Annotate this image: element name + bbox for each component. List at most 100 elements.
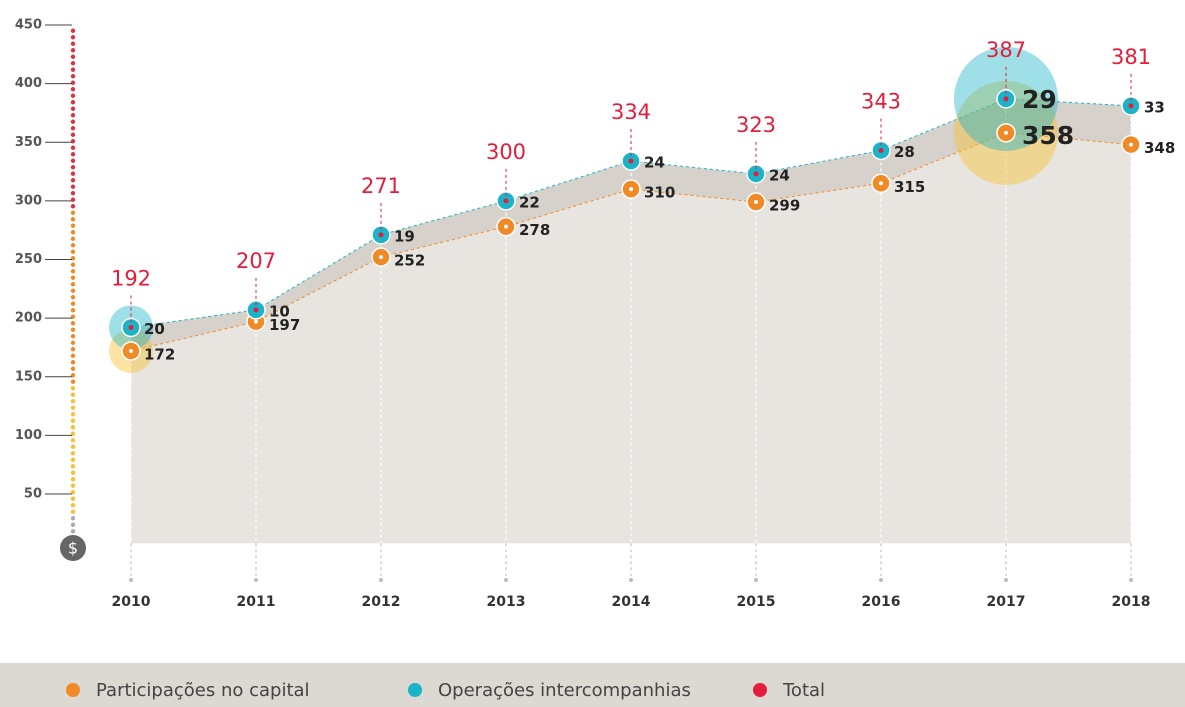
currency-symbol: $ — [68, 539, 78, 558]
axis-dot — [70, 366, 76, 371]
axis-dot — [70, 165, 76, 170]
value-label: 172 — [144, 345, 175, 363]
axis-dot — [70, 418, 76, 423]
band — [131, 98, 1131, 351]
guide-dot — [129, 578, 133, 582]
value-label: 278 — [519, 221, 550, 239]
axis-dot — [70, 340, 76, 345]
x-tick-label: 2010 — [112, 594, 151, 610]
axis-dot — [70, 80, 76, 85]
total-label: 207 — [236, 249, 276, 273]
axis-dot — [70, 301, 76, 306]
axis-dot — [70, 477, 76, 482]
dot-center — [379, 255, 383, 260]
value-label: 24 — [769, 166, 790, 184]
axis-dot — [70, 405, 76, 410]
axis-dot — [70, 35, 76, 40]
y-tick-label: 450 — [15, 18, 42, 33]
y-tick-label: 350 — [15, 135, 42, 150]
axis-dot — [70, 509, 76, 514]
dot-center — [504, 224, 508, 229]
axis-dot — [70, 386, 76, 391]
axis-dot — [70, 106, 76, 111]
y-tick-label: 100 — [15, 428, 42, 443]
x-tick-label: 2014 — [612, 594, 651, 610]
axis-dot — [70, 327, 76, 332]
legend-dot — [66, 683, 80, 697]
axis-dot — [70, 132, 76, 137]
total-dot — [128, 325, 134, 331]
axis-dot — [70, 236, 76, 241]
axis-dot — [70, 360, 76, 365]
currency-icon — [60, 535, 86, 561]
axis-dot — [70, 464, 76, 469]
axis-dot — [70, 490, 76, 495]
total-label: 387 — [986, 38, 1026, 62]
guide-dot — [379, 578, 383, 582]
value-label: 22 — [519, 193, 540, 211]
guide-dot — [1004, 578, 1008, 582]
x-tick-label: 2017 — [987, 594, 1026, 610]
axis-dot — [70, 100, 76, 105]
dot-center — [1129, 142, 1133, 147]
axis-dot — [70, 275, 76, 280]
total-dot — [1128, 103, 1134, 109]
axis-dot — [70, 379, 76, 384]
axis-dot — [70, 217, 76, 222]
axis-dot — [70, 470, 76, 475]
legend-label: Total — [782, 680, 825, 701]
legend-background — [0, 663, 1185, 707]
value-label: 197 — [269, 316, 300, 334]
total-dot — [1003, 96, 1009, 102]
axis-dot — [70, 308, 76, 313]
axis-dot — [70, 529, 76, 534]
axis-dot — [70, 61, 76, 66]
axis-dot — [70, 28, 76, 33]
y-tick-label: 400 — [15, 76, 42, 91]
axis-dot — [70, 412, 76, 417]
axis-dot — [70, 152, 76, 157]
guide-dot — [629, 578, 633, 582]
total-dot — [253, 307, 259, 313]
axis-dot — [70, 262, 76, 267]
axis-dot — [70, 522, 76, 527]
x-tick-label: 2016 — [862, 594, 901, 610]
total-label: 334 — [611, 100, 651, 124]
axis-dot — [70, 496, 76, 501]
axis-dot — [70, 399, 76, 404]
total-dot — [628, 158, 634, 164]
axis-dot — [70, 204, 76, 209]
axis-dot — [70, 425, 76, 430]
axis-dot — [70, 321, 76, 326]
axis-dot — [70, 503, 76, 508]
value-label: 310 — [644, 184, 675, 202]
value-label: 348 — [1144, 139, 1175, 157]
value-label: 10 — [269, 302, 290, 320]
y-tick-label: 50 — [24, 487, 42, 502]
value-label: 19 — [394, 227, 415, 245]
dot-center — [1004, 130, 1008, 135]
axis-dot — [70, 431, 76, 436]
y-tick-label: 250 — [15, 252, 42, 267]
x-tick-label: 2015 — [737, 594, 776, 610]
value-label: 24 — [644, 154, 665, 172]
total-dot — [503, 198, 509, 204]
guide-dot — [1129, 578, 1133, 582]
total-label: 343 — [861, 89, 901, 113]
guide-dot — [754, 578, 758, 582]
x-tick-label: 2012 — [362, 594, 401, 610]
value-label: 29 — [1022, 85, 1057, 114]
guide-dot — [254, 578, 258, 582]
axis-dot — [70, 126, 76, 131]
axis-dot — [70, 353, 76, 358]
total-dot — [878, 147, 884, 153]
axis-dot — [70, 158, 76, 163]
axis-dot — [70, 113, 76, 118]
axis-dot — [70, 48, 76, 53]
x-tick-label: 2013 — [487, 594, 526, 610]
axis-dot — [70, 178, 76, 183]
axis-dot — [70, 282, 76, 287]
y-tick-label: 150 — [15, 369, 42, 384]
guide-dot — [879, 578, 883, 582]
